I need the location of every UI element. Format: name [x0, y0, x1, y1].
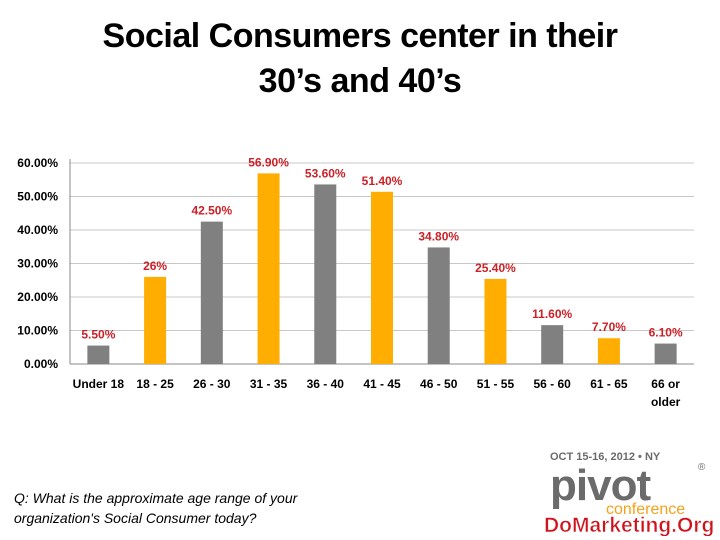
y-tick-label: 60.00%	[17, 156, 58, 170]
data-label: 25.40%	[475, 261, 516, 275]
data-label: 34.80%	[418, 229, 459, 243]
x-tick-label: 31 - 35	[250, 377, 288, 391]
logo-registered-mark: ®	[698, 462, 706, 473]
survey-question: Q: What is the approximate age range of …	[14, 488, 394, 528]
data-label: 7.70%	[592, 320, 626, 334]
bar	[597, 338, 620, 364]
logo-date: OCT 15-16, 2012 • NY	[550, 451, 661, 463]
x-tick-label: Under 18	[73, 377, 125, 391]
x-tick-label: 36 - 40	[307, 377, 345, 391]
x-tick-label: 46 - 50	[420, 377, 458, 391]
x-tick-label: 56 - 60	[534, 377, 572, 391]
logo-conference-text: conference	[606, 501, 685, 518]
bar	[484, 278, 507, 364]
bar-chart: 0.00% 10.00% 20.00% 30.00% 40.00% 50.00% 60.00…	[17, 155, 694, 409]
bar	[257, 173, 280, 364]
x-tick-label: 18 - 25	[136, 377, 174, 391]
bar	[144, 276, 167, 364]
bar	[87, 345, 110, 364]
bar	[427, 247, 450, 364]
question-line-1: Q: What is the approximate age range of …	[14, 490, 298, 506]
title-line-1: Social Consumers center in their	[102, 17, 618, 55]
pivot-conference-logo: OCT 15-16, 2012 • NY ® pivot conference …	[544, 451, 715, 536]
logo-domarketing-text: DoMarketing.Org	[544, 514, 714, 536]
question-line-2: organization's Social Consumer today?	[14, 510, 257, 526]
data-label: 42.50%	[191, 204, 232, 218]
bar	[371, 191, 393, 364]
data-label: 53.60%	[305, 166, 346, 180]
chart-title: Social Consumers center in their 30’s an…	[40, 14, 680, 104]
data-label: 11.60%	[532, 307, 572, 321]
x-tick-label: 66 or	[651, 377, 680, 391]
data-label: 56.90%	[248, 155, 289, 169]
x-tick-label: 26 - 30	[193, 377, 231, 391]
data-label: 51.40%	[362, 174, 403, 188]
title-line-2: 30’s and 40’s	[258, 62, 462, 100]
data-label: 6.10%	[649, 326, 683, 340]
x-tick-label: older	[651, 395, 681, 409]
bar	[200, 221, 223, 364]
data-label: 5.50%	[81, 328, 115, 342]
x-tick-label: 51 - 55	[477, 377, 515, 391]
y-tick-label: 40.00%	[17, 223, 58, 237]
bar	[654, 343, 677, 364]
x-tick-label: 61 - 65	[590, 377, 628, 391]
bar	[541, 325, 564, 364]
x-tick-label: 41 - 45	[363, 377, 401, 391]
logo-pivot-wordmark: pivot	[550, 461, 651, 510]
y-tick-label: 50.00%	[17, 190, 58, 204]
y-tick-label: 10.00%	[17, 324, 58, 338]
y-tick-label: 30.00%	[17, 257, 58, 271]
bar	[314, 184, 337, 364]
data-label: 26%	[143, 259, 167, 273]
y-tick-label: 20.00%	[17, 290, 58, 304]
y-tick-label: 0.00%	[24, 357, 58, 371]
